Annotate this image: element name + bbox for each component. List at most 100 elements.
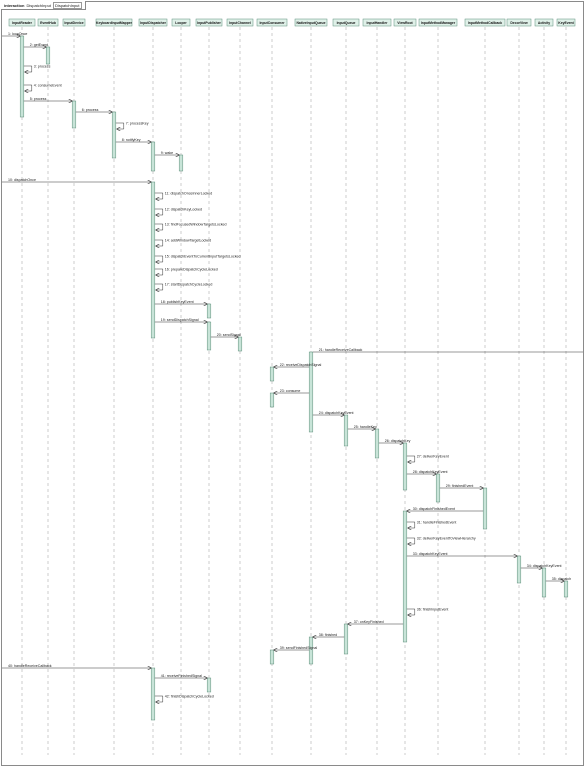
participant-label: InputDispatcher	[140, 21, 166, 25]
message-label: 15: dispatchEventToCurrentInputTargetsLo…	[165, 255, 241, 259]
participant-10: InputQueue	[332, 18, 360, 27]
message-label: 13: findFocusedWindowTargetsLocked	[165, 223, 227, 227]
participant-box	[418, 18, 458, 27]
activation-bar	[308, 636, 314, 665]
message-label: 40: handleReceiveCallback	[8, 664, 52, 668]
message-label: 7: processKey	[126, 122, 149, 126]
participant-label: InputQueue	[337, 21, 356, 25]
participant-5: Looper	[171, 18, 191, 27]
message-label: 6: process	[82, 108, 99, 112]
message-label: 36: finishInputEvent	[417, 608, 449, 612]
participant-box	[464, 18, 506, 27]
activation-bar	[516, 555, 522, 584]
participant-6: InputPublisher	[195, 18, 223, 27]
message-label: 26: dispatchKey	[385, 439, 411, 443]
message-label: 1: loopOnce	[8, 32, 27, 36]
participant-box	[534, 18, 554, 27]
message-label: 41: receiveFinishedSignal	[161, 674, 202, 678]
message-31: 31: handleFinishedEvent	[406, 521, 457, 529]
frame-name: DispatchInput	[26, 3, 51, 8]
participant-0: InputReader	[8, 18, 36, 27]
participant-8: InputConsumer	[256, 18, 288, 27]
message-15: 15: dispatchEventToCurrentInputTargetsLo…	[154, 255, 241, 263]
message-42: 42: finishDispatchCycleLocked	[154, 695, 214, 703]
message-4: 4: consumeEvent	[23, 84, 62, 92]
message-35: 35: dispatch	[545, 577, 571, 581]
participant-label: KeyEvent	[558, 21, 574, 25]
participant-label: InputHandler	[367, 21, 389, 25]
activation-bar	[206, 677, 212, 693]
participant-14: InputMethodCallback	[464, 18, 506, 27]
message-label: 20: sendSignal	[217, 333, 241, 337]
activation-bar	[150, 181, 156, 339]
activation-bar	[343, 414, 349, 447]
participant-11: InputHandler	[362, 18, 392, 27]
message-label: 34: dispatchKeyEvent	[527, 564, 562, 568]
message-label: 37: onKeyFinished	[354, 620, 384, 624]
message-30: 30: dispatchFinishedEvent	[407, 507, 484, 511]
participant-label: Activity	[538, 21, 550, 25]
frame-keyword: interaction	[4, 3, 25, 8]
participant-box	[506, 18, 532, 27]
participant-label: InputMethodCallback	[468, 21, 502, 25]
message-14: 14: addWindowTargetLocked	[154, 239, 211, 247]
activation-bar	[206, 321, 212, 351]
participant-label: InputPublisher	[197, 21, 221, 25]
message-label: 22: receiveDispatchSignal	[280, 363, 322, 367]
message-17: 17: startDispatchCycleLocked	[154, 283, 213, 291]
message-label: 35: dispatch	[552, 577, 571, 581]
message-label: 12: dispatchKeyLocked	[165, 208, 202, 212]
participant-box	[226, 18, 254, 27]
message-label: 4: consumeEvent	[34, 84, 62, 88]
activation-bar	[482, 487, 488, 530]
activation-bar	[402, 442, 408, 491]
message-label: 32: deliverKeyEventToViewHierarchy	[417, 537, 476, 541]
participant-box	[62, 18, 86, 27]
message-label: 3: process	[34, 65, 51, 69]
message-label: 27: deliverKeyEvent	[417, 455, 449, 459]
participant-13: InputMethodManager	[418, 18, 458, 27]
message-label: 5: process	[30, 97, 47, 101]
message-36: 36: finishInputEvent	[406, 608, 449, 616]
message-label: 30: dispatchFinishedEvent	[413, 507, 455, 511]
activation-bar	[343, 623, 349, 655]
message-label: 14: addWindowTargetLocked	[165, 239, 211, 243]
message-label: 10: dispatchOnce	[8, 178, 36, 182]
self-message-arrow	[406, 608, 416, 615]
participant-17: KeyEvent	[556, 18, 576, 27]
message-label: 38: finished	[319, 633, 337, 637]
self-message-arrow	[154, 283, 164, 290]
message-33: 33: dispatchKeyEvent	[406, 552, 517, 556]
message-39: 39: sendFinishedSignal	[274, 646, 317, 650]
message-6: 6: process	[75, 108, 112, 112]
activation-bar	[45, 46, 51, 65]
participant-box	[95, 18, 133, 27]
message-label: 31: handleFinishedEvent	[417, 521, 457, 525]
participant-1: EventHub	[37, 18, 59, 27]
self-message-arrow	[23, 65, 33, 72]
message-label: 28: dispatchKeyEvent	[413, 470, 448, 474]
message-21: 21: handleReceiveCallback	[312, 348, 583, 353]
self-message-arrow	[23, 84, 33, 91]
participant-box	[195, 18, 223, 27]
message-22: 22: receiveDispatchSignal	[274, 363, 322, 367]
participant-label: DecorView	[510, 21, 528, 25]
message-label: 24: dispatchKeyEvent	[319, 411, 354, 415]
participant-box	[294, 18, 328, 27]
self-message-arrow	[115, 122, 125, 129]
activation-bar	[150, 141, 156, 172]
message-label: 29: finishedEvent	[446, 484, 474, 488]
activation-bar	[541, 567, 547, 598]
message-1: 1: loopOnce	[2, 32, 27, 36]
participant-2: InputDevice	[62, 18, 86, 27]
participant-box	[138, 18, 168, 27]
participant-label: EventHub	[40, 21, 56, 25]
message-13: 13: findFocusedWindowTargetsLocked	[154, 223, 227, 231]
message-label: 17: startDispatchCycleLocked	[165, 283, 213, 287]
message-label: 19: sendDispatchSignal	[161, 318, 199, 322]
participant-box	[393, 18, 417, 27]
message-23: 23: consume	[274, 389, 310, 393]
message-label: 23: consume	[280, 389, 301, 393]
message-9: 9: wake	[154, 151, 179, 155]
